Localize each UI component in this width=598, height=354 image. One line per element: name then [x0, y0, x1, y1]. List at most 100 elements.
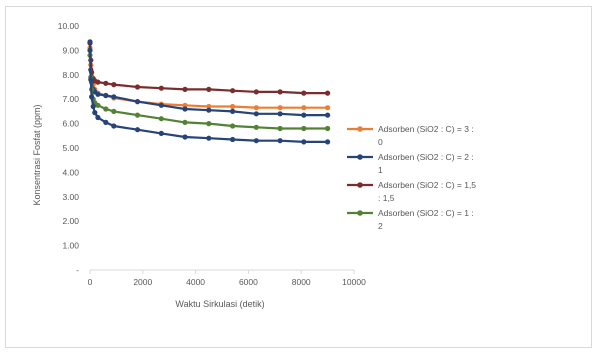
data-point: [277, 125, 283, 132]
y-tick-label: 2.00: [62, 216, 79, 226]
legend-marker: [357, 210, 363, 216]
data-point: [158, 85, 164, 91]
y-tick-label: 4.00: [62, 167, 79, 177]
data-point: [182, 102, 188, 108]
x-tick-label: 8000: [292, 277, 311, 287]
data-point: [253, 124, 259, 130]
data-point: [103, 92, 109, 99]
data-point: [206, 121, 212, 127]
data-point: [134, 112, 141, 118]
data-point: [182, 134, 188, 140]
chart-svg: - 1.00 2.00 3.00 4.00 5.00 6.00 7.00 8.00 9.00 10.…: [32, 21, 476, 309]
data-point: [301, 105, 307, 111]
data-point: [277, 111, 283, 117]
x-tick-label: 6000: [239, 277, 258, 287]
x-axis-title: Waktu Sirkulasi (detik): [175, 299, 264, 309]
data-point: [325, 90, 331, 96]
data-point: [111, 82, 117, 88]
legend-label: 2: [378, 221, 383, 231]
data-point: [325, 125, 331, 132]
data-point: [325, 112, 331, 118]
data-point: [230, 136, 236, 143]
data-point: [182, 86, 188, 92]
data-point: [111, 108, 117, 114]
legend-label: Adsorben (SiO2 : C) = 1,5: [378, 180, 476, 190]
legend-label: 1: [378, 165, 383, 175]
data-point: [301, 112, 307, 118]
data-point: [134, 127, 141, 133]
data-point: [253, 105, 259, 111]
data-point: [325, 139, 331, 145]
legend-label: 0: [378, 137, 383, 147]
data-point: [158, 116, 164, 122]
y-tick-label: 9.00: [62, 45, 79, 55]
x-tick-label: 10000: [342, 277, 366, 287]
series-3: [87, 40, 331, 96]
data-point: [277, 138, 283, 144]
y-axis-title: Konsentrasi Fosfat (ppm): [32, 104, 42, 205]
data-point: [134, 99, 141, 105]
y-tick-label: -: [76, 265, 79, 275]
legend-marker: [357, 126, 363, 132]
data-point: [103, 80, 109, 86]
data-point: [89, 94, 95, 100]
data-point: [158, 102, 164, 108]
data-point: [230, 108, 236, 114]
data-point: [90, 103, 96, 110]
data-point: [103, 119, 109, 125]
data-point: [95, 79, 101, 85]
y-tick-label: 8.00: [62, 70, 79, 80]
legend-label: : 1,5: [378, 193, 395, 203]
legend-item-2: Adsorben (SiO2 : C) = 2 : 1: [347, 152, 474, 175]
legend-label: Adsorben (SiO2 : C) = 1 :: [378, 208, 474, 218]
data-point: [230, 88, 236, 94]
y-tick-label: 6.00: [62, 119, 79, 129]
data-point: [134, 84, 141, 90]
legend-item-1: Adsorben (SiO2 : C) = 3 : 0: [347, 124, 474, 147]
data-point: [253, 111, 259, 117]
data-point: [253, 138, 259, 144]
data-point: [111, 123, 117, 129]
legend-item-4: Adsorben (SiO2 : C) = 1 : 2: [347, 208, 474, 231]
data-point: [230, 123, 236, 129]
x-tick-label: 2000: [133, 277, 152, 287]
data-point: [95, 91, 101, 97]
data-point: [301, 139, 307, 145]
data-point: [95, 102, 101, 108]
data-point: [206, 135, 212, 141]
y-tick-label: 7.00: [62, 94, 79, 104]
data-point: [92, 110, 98, 116]
data-point: [111, 94, 117, 100]
legend-marker: [357, 154, 363, 160]
data-point: [206, 103, 212, 110]
data-point: [301, 90, 307, 96]
legend-item-3: Adsorben (SiO2 : C) = 1,5 : 1,5: [347, 180, 476, 203]
data-point: [206, 86, 212, 92]
x-tick-label: 0: [88, 277, 93, 287]
legend-label: Adsorben (SiO2 : C) = 2 :: [378, 152, 474, 162]
data-point: [253, 89, 259, 95]
chart-frame: - 1.00 2.00 3.00 4.00 5.00 6.00 7.00 8.00 9.00 10.…: [5, 6, 592, 348]
data-point: [87, 39, 93, 45]
y-tick-label: 10.00: [58, 21, 80, 31]
data-point: [182, 106, 188, 112]
axes: - 1.00 2.00 3.00 4.00 5.00 6.00 7.00 8.00 9.00 10.…: [58, 21, 366, 287]
legend-label: Adsorben (SiO2 : C) = 3 :: [378, 124, 474, 134]
data-point: [182, 119, 188, 125]
data-point: [88, 77, 94, 83]
series-5: [87, 39, 331, 145]
legend-marker: [357, 182, 363, 188]
data-point: [95, 114, 101, 121]
series-line: [88, 43, 328, 95]
data-point: [230, 103, 236, 110]
y-tick-label: 1.00: [62, 241, 79, 251]
data-point: [206, 107, 212, 113]
data-point: [158, 130, 164, 136]
data-point: [301, 125, 307, 132]
data-point: [325, 105, 331, 111]
series-group: [87, 39, 331, 145]
x-tick-label: 4000: [186, 277, 205, 287]
series-1: [87, 45, 331, 111]
y-tick-label: 5.00: [62, 143, 79, 153]
